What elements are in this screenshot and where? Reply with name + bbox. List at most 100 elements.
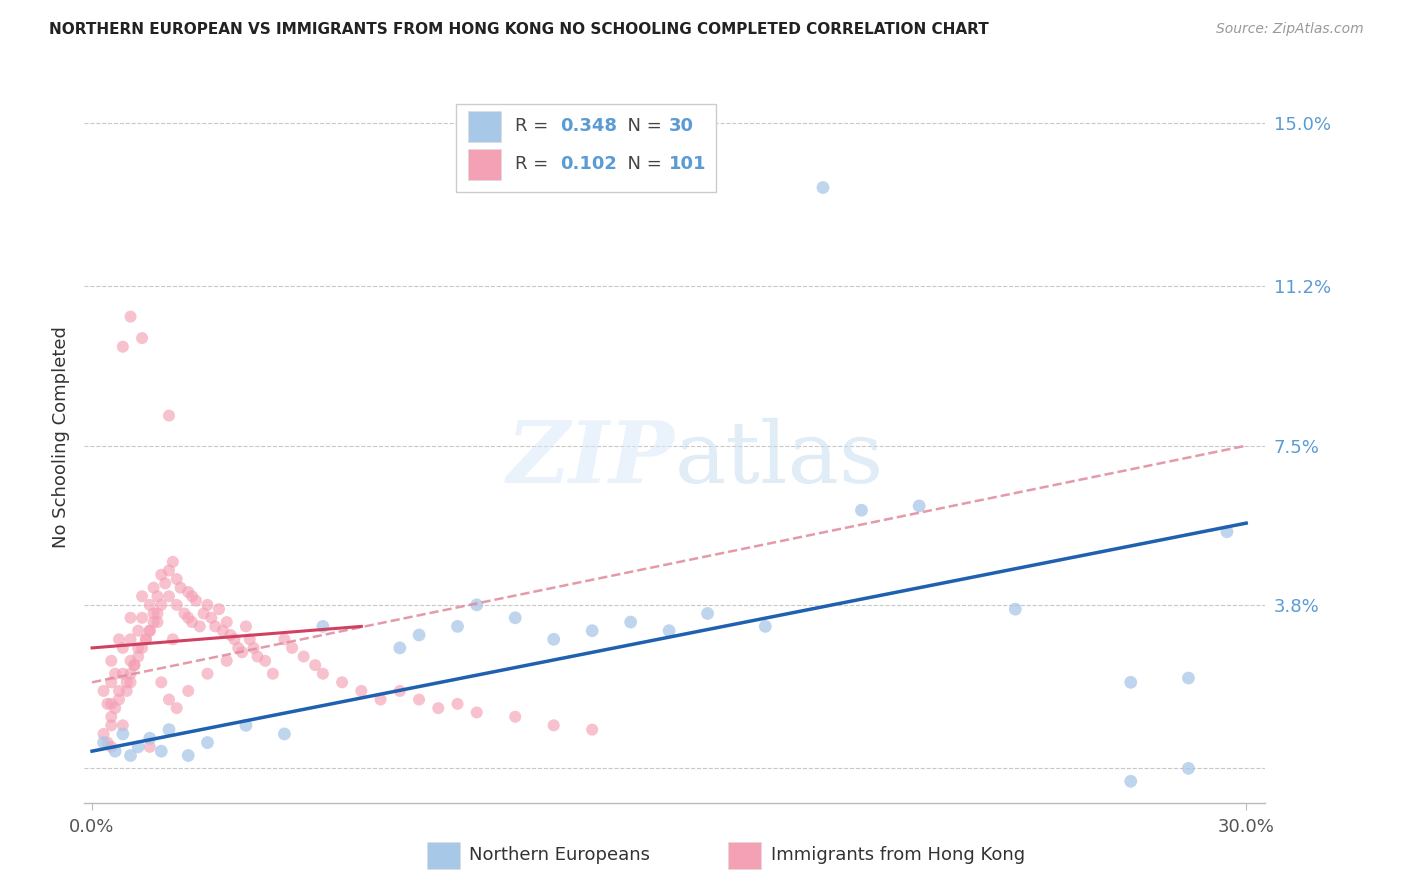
Point: [157, 723, 180, 737]
Point: [120, 666, 142, 681]
Point: [177, 748, 200, 763]
Point: [219, 628, 242, 642]
Point: [200, 611, 222, 625]
Point: [142, 581, 165, 595]
Point: [226, 640, 249, 655]
Point: [1216, 524, 1239, 539]
Point: [330, 675, 353, 690]
Point: [111, 640, 134, 655]
Point: [388, 684, 411, 698]
Point: [135, 632, 157, 647]
Point: [120, 611, 142, 625]
Point: [235, 718, 257, 732]
Point: [139, 624, 162, 638]
Text: Source: ZipAtlas.com: Source: ZipAtlas.com: [1216, 22, 1364, 37]
Point: [239, 632, 262, 647]
Point: [754, 619, 776, 633]
Point: [120, 632, 142, 647]
Point: [262, 666, 284, 681]
Point: [139, 739, 162, 754]
FancyBboxPatch shape: [427, 842, 460, 869]
Point: [131, 611, 153, 625]
Point: [139, 598, 162, 612]
Text: 30: 30: [669, 117, 695, 136]
Point: [96, 697, 118, 711]
Point: [181, 615, 204, 629]
Point: [281, 640, 304, 655]
Point: [111, 340, 134, 354]
Point: [1004, 602, 1026, 616]
Point: [197, 666, 219, 681]
Point: [273, 632, 295, 647]
Text: Immigrants from Hong Kong: Immigrants from Hong Kong: [770, 847, 1025, 864]
Point: [131, 640, 153, 655]
Point: [177, 611, 200, 625]
Point: [197, 598, 219, 612]
Point: [215, 654, 238, 668]
Text: 101: 101: [669, 155, 706, 173]
Point: [162, 632, 184, 647]
Text: atlas: atlas: [675, 417, 884, 500]
Point: [446, 619, 468, 633]
Point: [465, 706, 488, 720]
Text: Northern Europeans: Northern Europeans: [470, 847, 651, 864]
Point: [197, 735, 219, 749]
Point: [146, 607, 169, 621]
Point: [543, 632, 565, 647]
Point: [139, 624, 162, 638]
Point: [111, 666, 134, 681]
Text: R =: R =: [516, 117, 554, 136]
Point: [503, 611, 526, 625]
Point: [188, 619, 211, 633]
Point: [108, 692, 131, 706]
Text: N =: N =: [616, 117, 668, 136]
Point: [273, 727, 295, 741]
Point: [111, 718, 134, 732]
Point: [100, 654, 122, 668]
Point: [108, 684, 131, 698]
Point: [100, 739, 122, 754]
Point: [304, 658, 326, 673]
Point: [166, 598, 188, 612]
Point: [131, 331, 153, 345]
Point: [224, 632, 246, 647]
Point: [157, 409, 180, 423]
Point: [208, 602, 231, 616]
Point: [111, 727, 134, 741]
Point: [100, 710, 122, 724]
Text: NORTHERN EUROPEAN VS IMMIGRANTS FROM HONG KONG NO SCHOOLING COMPLETED CORRELATIO: NORTHERN EUROPEAN VS IMMIGRANTS FROM HON…: [49, 22, 988, 37]
Point: [93, 684, 115, 698]
Point: [146, 589, 169, 603]
Point: [157, 589, 180, 603]
Point: [620, 615, 643, 629]
Point: [811, 180, 834, 194]
Point: [124, 658, 146, 673]
Point: [127, 649, 149, 664]
Point: [127, 624, 149, 638]
Point: [193, 607, 215, 621]
Point: [446, 697, 468, 711]
Point: [120, 748, 142, 763]
Point: [150, 675, 173, 690]
Point: [312, 666, 335, 681]
Point: [543, 718, 565, 732]
Point: [242, 640, 264, 655]
Point: [166, 572, 188, 586]
Point: [177, 684, 200, 698]
Point: [581, 624, 603, 638]
Point: [120, 675, 142, 690]
Point: [465, 598, 488, 612]
Point: [851, 503, 873, 517]
Point: [370, 692, 392, 706]
Point: [427, 701, 450, 715]
Point: [212, 624, 235, 638]
Point: [108, 632, 131, 647]
Point: [104, 701, 127, 715]
Point: [120, 654, 142, 668]
Point: [150, 567, 173, 582]
Point: [312, 619, 335, 633]
Point: [254, 654, 277, 668]
Point: [235, 619, 257, 633]
Point: [204, 619, 226, 633]
Point: [658, 624, 681, 638]
